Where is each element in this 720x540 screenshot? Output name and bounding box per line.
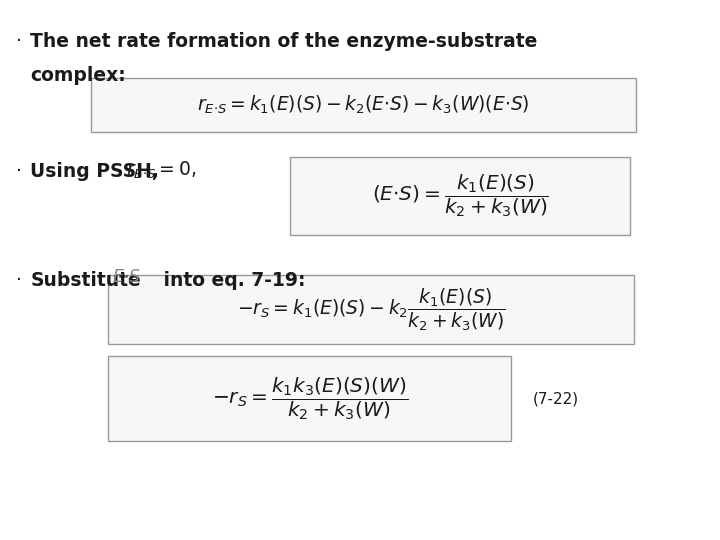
Text: Using PSSH,: Using PSSH, (30, 162, 159, 181)
Text: $-r_S = k_1(E)(S) - k_2\dfrac{k_1(E)(S)}{k_2 + k_3(W)}$: $-r_S = k_1(E)(S) - k_2\dfrac{k_1(E)(S)}… (236, 286, 505, 333)
Text: ·: · (16, 162, 22, 181)
Text: $r_{E{\cdot}S} = k_1(E)(S) - k_2(E{\cdot}S) - k_3(W)(E{\cdot}S)$: $r_{E{\cdot}S} = k_1(E)(S) - k_2(E{\cdot… (197, 94, 530, 117)
Text: $r_{E{\cdot}S} = 0,$: $r_{E{\cdot}S} = 0,$ (126, 159, 196, 180)
FancyBboxPatch shape (290, 157, 630, 235)
FancyBboxPatch shape (91, 78, 636, 132)
FancyBboxPatch shape (108, 356, 511, 441)
Text: ·: · (16, 271, 22, 290)
Text: (7-22): (7-22) (533, 391, 579, 406)
Text: complex:: complex: (30, 66, 126, 85)
Text: $(E{\cdot}S) = \dfrac{k_1(E)(S)}{k_2 + k_3(W)}$: $(E{\cdot}S) = \dfrac{k_1(E)(S)}{k_2 + k… (372, 172, 549, 219)
Text: ·: · (16, 32, 22, 51)
Text: $-r_S = \dfrac{k_1 k_3(E)(S)(W)}{k_2 + k_3(W)}$: $-r_S = \dfrac{k_1 k_3(E)(S)(W)}{k_2 + k… (212, 375, 408, 422)
Text: $E{\cdot}S$: $E{\cdot}S$ (112, 268, 140, 286)
FancyBboxPatch shape (108, 275, 634, 344)
Text: The net rate formation of the enzyme-substrate: The net rate formation of the enzyme-sub… (30, 32, 538, 51)
Text: Substitute: Substitute (30, 271, 141, 290)
Text: into eq. 7-19:: into eq. 7-19: (157, 271, 305, 290)
